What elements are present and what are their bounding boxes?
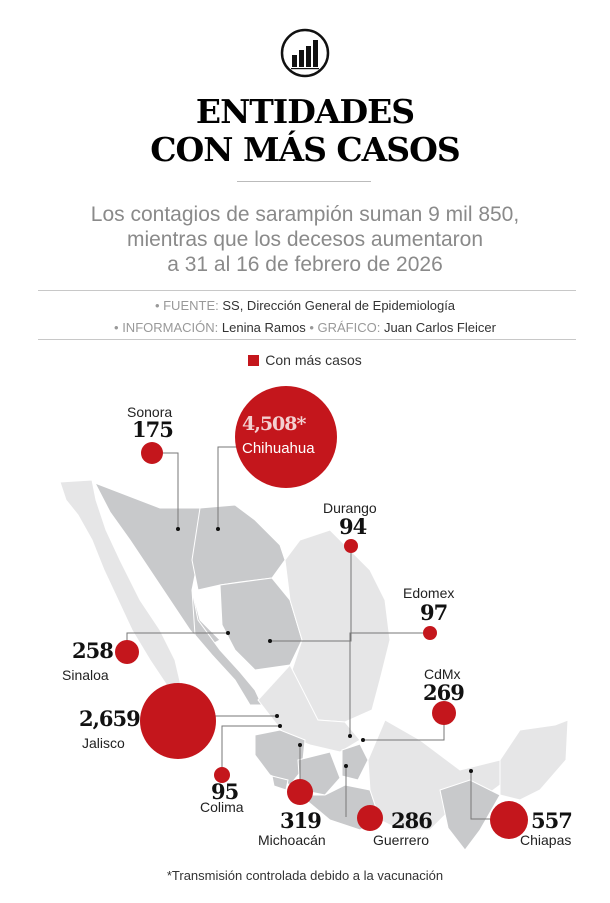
label-sonora-cases: 175 <box>132 417 174 442</box>
label-sonora-name: Sonora <box>127 404 173 420</box>
bubble-guerrero <box>357 805 383 831</box>
label-edomex-name: Edomex <box>403 585 455 601</box>
footnote: *Transmisión controlada debido a la vacu… <box>166 868 444 883</box>
bar-chart-icon <box>280 28 330 78</box>
bubble-jalisco <box>140 683 216 759</box>
legend-label: Con más casos <box>265 352 362 368</box>
bubble-colima <box>214 767 230 783</box>
source-label: • FUENTE: <box>154 298 219 313</box>
bubble-edomex <box>423 626 437 640</box>
page-title-line2: CON MÁS CASOS <box>150 130 460 169</box>
label-durango-name: Durango <box>323 500 377 516</box>
title-divider <box>237 181 371 182</box>
bubble-chihuahua <box>235 386 337 488</box>
bubble-sinaloa <box>115 640 139 664</box>
subtitle-line2: mientras que los decesos aumentaron <box>126 228 484 251</box>
label-sinaloa-name: Sinaloa <box>62 667 109 683</box>
label-chihuahua-name: Chihuahua <box>242 440 315 457</box>
bubble-chiapas <box>490 801 528 839</box>
label-edomex-cases: 97 <box>420 600 448 625</box>
info-label: • INFORMACIÓN: <box>114 320 219 335</box>
author-credit: • INFORMACIÓN: Lenina Ramos • GRÁFICO: J… <box>0 319 610 337</box>
state-northeast <box>284 529 391 723</box>
label-michoacan-name: Michoacán <box>258 832 326 848</box>
label-michoacan-cases: 319 <box>280 808 322 833</box>
info-value: Lenina Ramos <box>221 320 306 335</box>
label-chihuahua-cases: 4,508* <box>242 413 306 435</box>
label-chiapas-name: Chiapas <box>520 832 572 848</box>
label-cdmx-name: CdMx <box>424 666 461 682</box>
label-guerrero-cases: 286 <box>391 808 433 833</box>
bubble-cdmx <box>432 701 456 725</box>
state-colima <box>271 775 289 791</box>
label-colima-name: Colima <box>200 799 244 815</box>
state-yucatan <box>499 719 569 801</box>
credits-bottom-divider <box>38 339 576 340</box>
bubble-sonora <box>141 442 163 464</box>
subtitle-line3: a 31 al 16 de febrero de 2026 <box>167 253 443 276</box>
graphic-value: Juan Carlos Fleicer <box>383 320 496 335</box>
state-jalisco <box>254 729 306 786</box>
label-jalisco-cases: 2,659 <box>79 706 141 731</box>
source-credit: • FUENTE: SS, Dirección General de Epide… <box>0 297 610 315</box>
label-chiapas-cases: 557 <box>531 808 573 833</box>
source-value: SS, Dirección General de Epidemiología <box>222 298 456 313</box>
page-title-line1: ENTIDADES <box>195 92 415 131</box>
legend-swatch <box>248 355 260 366</box>
state-chihuahua <box>191 504 286 591</box>
label-jalisco-name: Jalisco <box>82 735 125 751</box>
map-legend: Con más casos <box>0 352 610 368</box>
bubble-durango <box>344 539 358 553</box>
credits-top-divider <box>38 290 576 291</box>
label-guerrero-name: Guerrero <box>373 832 430 848</box>
state-chiapas <box>439 779 501 851</box>
graphic-label: • GRÁFICO: <box>309 320 381 335</box>
bubble-michoacan <box>287 779 313 805</box>
label-sinaloa-cases: 258 <box>72 638 114 663</box>
label-durango-cases: 94 <box>339 514 367 539</box>
label-cdmx-cases: 269 <box>423 680 465 705</box>
label-colima-cases: 95 <box>211 779 239 804</box>
state-edomex <box>341 743 369 781</box>
subtitle-line1: Los contagios de sarampión suman 9 mil 8… <box>90 203 520 226</box>
